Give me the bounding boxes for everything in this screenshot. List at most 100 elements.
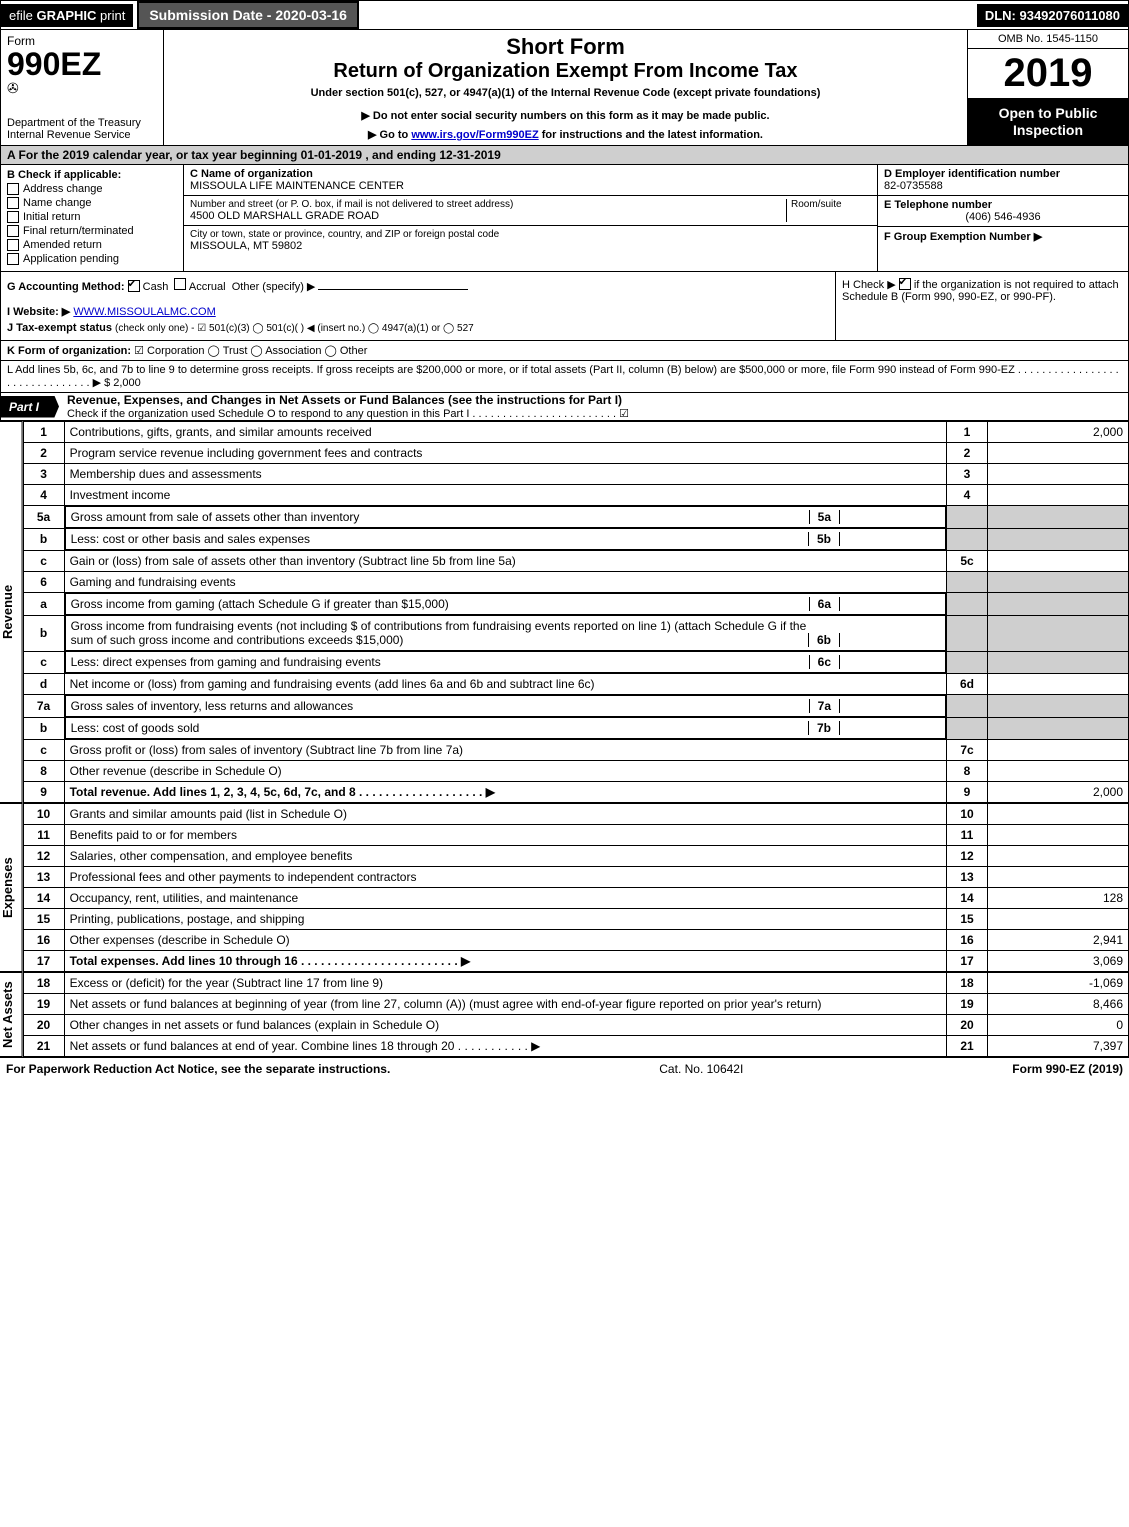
table-row: 13Professional fees and other payments t… bbox=[23, 867, 1128, 888]
chk-initial-return[interactable]: Initial return bbox=[7, 211, 177, 223]
submission-date[interactable]: Submission Date - 2020-03-16 bbox=[137, 1, 359, 29]
row-l: L Add lines 5b, 6c, and 7b to line 9 to … bbox=[0, 361, 1129, 393]
footer-right: Form 990-EZ (2019) bbox=[1012, 1062, 1123, 1076]
dept-treasury: Department of the Treasury bbox=[7, 117, 157, 129]
efile-graphic: GRAPHIC bbox=[36, 8, 96, 23]
table-row: cLess: direct expenses from gaming and f… bbox=[23, 651, 1128, 674]
footer-center: Cat. No. 10642I bbox=[390, 1062, 1012, 1076]
table-row: 15Printing, publications, postage, and s… bbox=[23, 909, 1128, 930]
f-group-label: F Group Exemption Number ▶ bbox=[884, 230, 1122, 243]
table-row: 5aGross amount from sale of assets other… bbox=[23, 506, 1128, 529]
short-form-title: Short Form bbox=[174, 34, 957, 60]
chk-name-change[interactable]: Name change bbox=[7, 197, 177, 209]
expenses-side-label: Expenses bbox=[0, 803, 23, 972]
footer: For Paperwork Reduction Act Notice, see … bbox=[0, 1057, 1129, 1080]
g-other: Other (specify) ▶ bbox=[232, 281, 316, 293]
c-street-label: Number and street (or P. O. box, if mail… bbox=[190, 199, 782, 210]
block-bcdef: B Check if applicable: Address change Na… bbox=[0, 165, 1129, 272]
e-tel-val: (406) 546-4936 bbox=[884, 211, 1122, 223]
d-ein-val: 82-0735588 bbox=[884, 180, 1122, 192]
total-revenue-amount: 2,000 bbox=[988, 782, 1129, 803]
table-row: bLess: cost of goods sold7b bbox=[23, 717, 1128, 740]
total-expenses-amount: 3,069 bbox=[988, 951, 1129, 972]
col-def: D Employer identification number 82-0735… bbox=[877, 165, 1128, 271]
treasury-seal-icon: ✇ bbox=[7, 80, 157, 97]
table-row: dNet income or (loss) from gaming and fu… bbox=[23, 674, 1128, 695]
revenue-table: 1Contributions, gifts, grants, and simil… bbox=[23, 421, 1129, 803]
table-row: 8Other revenue (describe in Schedule O)8 bbox=[23, 761, 1128, 782]
table-row: bLess: cost or other basis and sales exp… bbox=[23, 528, 1128, 551]
table-row: 19Net assets or fund balances at beginni… bbox=[23, 994, 1128, 1015]
footer-left: For Paperwork Reduction Act Notice, see … bbox=[6, 1062, 390, 1076]
header-center: Short Form Return of Organization Exempt… bbox=[164, 30, 967, 145]
irs-link[interactable]: www.irs.gov/Form990EZ bbox=[411, 129, 538, 141]
table-row: 21Net assets or fund balances at end of … bbox=[23, 1036, 1128, 1057]
tax-year: 2019 bbox=[968, 49, 1128, 99]
table-row: 20Other changes in net assets or fund ba… bbox=[23, 1015, 1128, 1036]
table-row: bGross income from fundraising events (n… bbox=[23, 615, 1128, 651]
k-label: K Form of organization: bbox=[7, 345, 131, 357]
g-accrual-chk[interactable] bbox=[174, 278, 186, 290]
open-to-public: Open to Public Inspection bbox=[968, 99, 1128, 145]
part1-title: Revenue, Expenses, and Changes in Net As… bbox=[59, 393, 1128, 407]
l1-text: Contributions, gifts, grants, and simila… bbox=[64, 422, 946, 443]
j-label: J Tax-exempt status bbox=[7, 322, 112, 334]
c-street-val: 4500 OLD MARSHALL GRADE ROAD bbox=[190, 210, 782, 222]
k-rest: ☑ Corporation ◯ Trust ◯ Association ◯ Ot… bbox=[134, 345, 367, 357]
table-row: 9Total revenue. Add lines 1, 2, 3, 4, 5c… bbox=[23, 782, 1128, 803]
efile-prefix: efile bbox=[9, 8, 36, 23]
table-row: cGain or (loss) from sale of assets othe… bbox=[23, 551, 1128, 572]
omb-number: OMB No. 1545-1150 bbox=[968, 30, 1128, 49]
expenses-table: 10Grants and similar amounts paid (list … bbox=[23, 803, 1129, 972]
table-row: aGross income from gaming (attach Schedu… bbox=[23, 593, 1128, 616]
table-row: cGross profit or (loss) from sales of in… bbox=[23, 740, 1128, 761]
chk-amended-return[interactable]: Amended return bbox=[7, 239, 177, 251]
header-right: OMB No. 1545-1150 2019 Open to Public In… bbox=[967, 30, 1128, 145]
g-other-input[interactable] bbox=[318, 289, 468, 290]
header-left: Form 990EZ ✇ Department of the Treasury … bbox=[1, 30, 164, 145]
table-row: 3Membership dues and assessments3 bbox=[23, 464, 1128, 485]
form-header: Form 990EZ ✇ Department of the Treasury … bbox=[0, 30, 1129, 146]
g-label: G Accounting Method: bbox=[7, 281, 125, 293]
g-accounting: G Accounting Method: Cash Accrual Other … bbox=[1, 272, 835, 340]
table-row: 10Grants and similar amounts paid (list … bbox=[23, 804, 1128, 825]
row-k: K Form of organization: ☑ Corporation ◯ … bbox=[0, 341, 1129, 361]
form-number: 990EZ bbox=[7, 48, 157, 80]
chk-application-pending[interactable]: Application pending bbox=[7, 253, 177, 265]
c-name-val: MISSOULA LIFE MAINTENANCE CENTER bbox=[190, 180, 871, 192]
table-row: 2Program service revenue including gover… bbox=[23, 443, 1128, 464]
block-gh: G Accounting Method: Cash Accrual Other … bbox=[0, 272, 1129, 341]
table-row: 14Occupancy, rent, utilities, and mainte… bbox=[23, 888, 1128, 909]
col-c-org: C Name of organization MISSOULA LIFE MAI… bbox=[184, 165, 877, 271]
efile-label[interactable]: efile GRAPHIC print bbox=[1, 4, 133, 27]
col-b-title: B Check if applicable: bbox=[7, 169, 177, 181]
g-cash-chk[interactable] bbox=[128, 280, 140, 292]
netassets-side-label: Net Assets bbox=[0, 972, 23, 1057]
h-chk[interactable] bbox=[899, 278, 911, 290]
revenue-section: Revenue 1Contributions, gifts, grants, a… bbox=[0, 421, 1129, 803]
part1-sub: Check if the organization used Schedule … bbox=[59, 407, 1128, 420]
revenue-side-label: Revenue bbox=[0, 421, 23, 803]
table-row: 12Salaries, other compensation, and empl… bbox=[23, 846, 1128, 867]
d-ein-label: D Employer identification number bbox=[884, 168, 1122, 180]
h-check: H Check ▶ if the organization is not req… bbox=[835, 272, 1128, 340]
chk-address-change[interactable]: Address change bbox=[7, 183, 177, 195]
netassets-table: 18Excess or (deficit) for the year (Subt… bbox=[23, 972, 1129, 1057]
goto-pre: ▶ Go to bbox=[368, 129, 411, 141]
website-link[interactable]: WWW.MISSOULALMC.COM bbox=[73, 306, 215, 318]
part1-header: Part I Revenue, Expenses, and Changes in… bbox=[0, 393, 1129, 421]
row-a-taxyear: A For the 2019 calendar year, or tax yea… bbox=[0, 146, 1129, 165]
part1-label: Part I bbox=[1, 396, 59, 418]
e-tel-label: E Telephone number bbox=[884, 199, 1122, 211]
l1-amount: 2,000 bbox=[988, 422, 1129, 443]
netassets-section: Net Assets 18Excess or (deficit) for the… bbox=[0, 972, 1129, 1057]
c-city-label: City or town, state or province, country… bbox=[190, 229, 871, 240]
expenses-section: Expenses 10Grants and similar amounts pa… bbox=[0, 803, 1129, 972]
table-row: 17Total expenses. Add lines 10 through 1… bbox=[23, 951, 1128, 972]
i-label: I Website: ▶ bbox=[7, 306, 70, 318]
table-row: 7aGross sales of inventory, less returns… bbox=[23, 695, 1128, 718]
top-bar: efile GRAPHIC print Submission Date - 20… bbox=[0, 0, 1129, 30]
chk-final-return[interactable]: Final return/terminated bbox=[7, 225, 177, 237]
table-row: 11Benefits paid to or for members11 bbox=[23, 825, 1128, 846]
under-section: Under section 501(c), 527, or 4947(a)(1)… bbox=[174, 87, 957, 99]
